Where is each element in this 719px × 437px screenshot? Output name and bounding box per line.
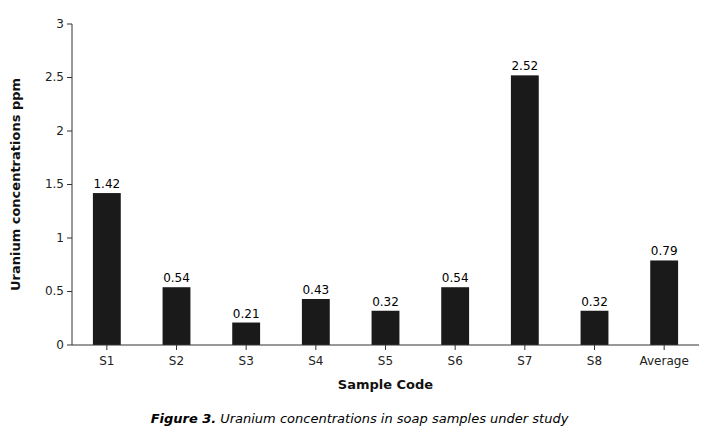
data-label: 2.52 xyxy=(511,59,538,73)
bar xyxy=(441,287,469,345)
data-labels: 1.42 0.54 0.21 0.43 0.32 0.54 2.52 0.32 0.79 xyxy=(93,59,677,320)
bar xyxy=(163,287,191,345)
y-tick xyxy=(67,24,72,25)
x-tick-label: S3 xyxy=(239,354,254,368)
x-tick xyxy=(664,345,665,350)
x-tick-label: S8 xyxy=(587,354,602,368)
y-tick-label: 1 xyxy=(56,231,64,245)
x-tick xyxy=(385,345,386,350)
y-tick xyxy=(67,345,72,346)
data-label: 0.32 xyxy=(581,295,608,309)
y-tick xyxy=(67,291,72,292)
x-tick-label: S5 xyxy=(378,354,393,368)
bar xyxy=(650,260,678,345)
caption: Figure 3.Uranium concentrations in soap … xyxy=(151,411,569,426)
data-label: 0.32 xyxy=(372,295,399,309)
bar xyxy=(511,75,539,345)
x-tick-label: S2 xyxy=(169,354,184,368)
caption-part: Figure 3. xyxy=(151,411,217,426)
x-tick xyxy=(246,345,247,350)
y-tick xyxy=(67,184,72,185)
y-tick xyxy=(67,131,72,132)
y-tick-label: 2.5 xyxy=(45,70,64,84)
y-axis-line xyxy=(72,24,73,345)
y-tick xyxy=(67,77,72,78)
y-tick-label: 0.5 xyxy=(45,284,64,298)
x-axis-label: Sample Code xyxy=(338,377,434,392)
y-axis: 0 0.5 1 1.5 2 2.5 3 xyxy=(45,17,72,352)
x-tick-label: S7 xyxy=(517,354,532,368)
y-axis-label: Uranium concentrations ppm xyxy=(8,78,23,291)
chart-svg: 0 0.5 1 1.5 2 2.5 3 1.42 0.54 0.21 0.43 0.32 0.54 2.5… xyxy=(0,0,719,437)
bar xyxy=(232,323,260,345)
bar xyxy=(372,311,400,345)
x-tick-label: S4 xyxy=(308,354,323,368)
y-tick-label: 3 xyxy=(56,17,64,31)
data-label: 0.54 xyxy=(163,271,190,285)
y-tick xyxy=(67,238,72,239)
caption-part: Uranium concentrations in soap samples u… xyxy=(220,411,568,426)
x-tick xyxy=(594,345,595,350)
data-label: 1.42 xyxy=(93,177,120,191)
x-tick xyxy=(176,345,177,350)
x-tick-label: Average xyxy=(640,354,689,368)
x-tick xyxy=(524,345,525,350)
x-axis: S1 S2 S3 S4 S5 S6 S7 S8 Average xyxy=(99,345,689,368)
bars xyxy=(93,75,678,345)
chart-container: 0 0.5 1 1.5 2 2.5 3 1.42 0.54 0.21 0.43 0.32 0.54 2.5… xyxy=(0,0,719,437)
y-tick-label: 0 xyxy=(56,338,64,352)
y-tick-label: 2 xyxy=(56,124,64,138)
x-tick xyxy=(106,345,107,350)
x-tick xyxy=(315,345,316,350)
bar xyxy=(302,299,330,345)
data-label: 0.21 xyxy=(233,307,260,321)
y-tick-label: 1.5 xyxy=(45,177,64,191)
data-label: 0.43 xyxy=(302,283,329,297)
data-label: 0.79 xyxy=(651,244,678,258)
data-label: 0.54 xyxy=(442,271,469,285)
x-tick xyxy=(455,345,456,350)
x-tick-label: S1 xyxy=(99,354,114,368)
x-tick-label: S6 xyxy=(448,354,463,368)
bar xyxy=(581,311,609,345)
bar xyxy=(93,193,121,345)
